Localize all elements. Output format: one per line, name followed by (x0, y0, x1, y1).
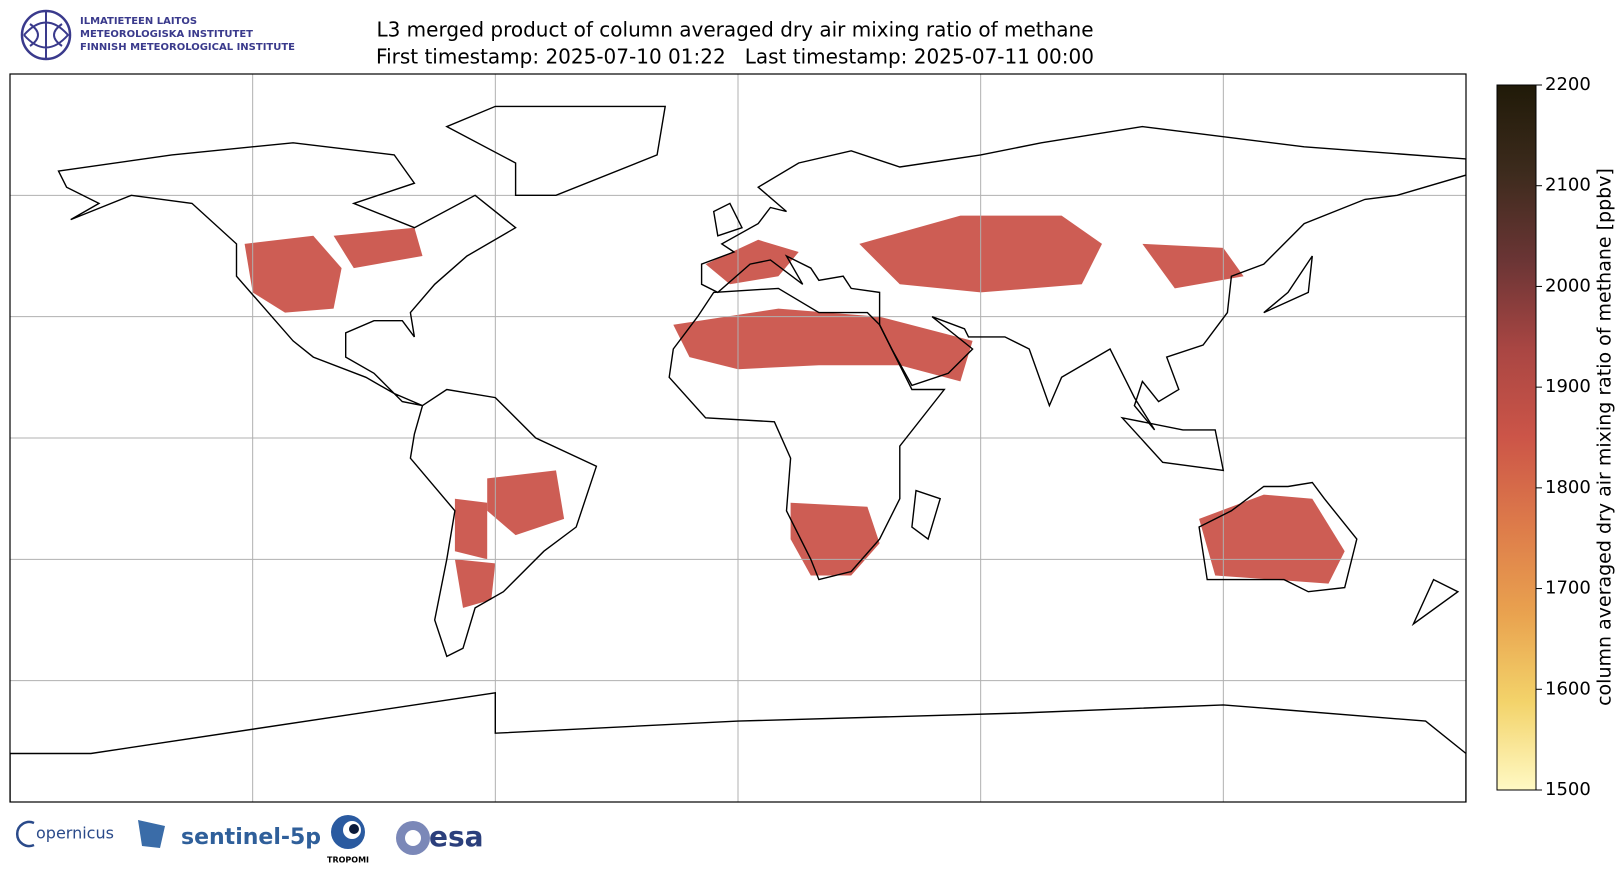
coastline (1411, 578, 1460, 627)
logo-text: ILMATIETEEN LAITOS (80, 16, 197, 27)
data-patch (673, 308, 973, 382)
colorbar-tick-label: 2000 (1545, 275, 1591, 296)
data-patch (487, 470, 565, 536)
logo-copernicus: opernicus (36, 824, 114, 843)
colorbar-tick-label: 1900 (1545, 376, 1591, 397)
data-patch (790, 502, 880, 576)
colorbar-tick-label: 2100 (1545, 175, 1591, 196)
logo-text: METEOROLOGISKA INSTITUTET (80, 29, 253, 40)
data-patch (1199, 494, 1345, 584)
colorbar-tick-label: 1700 (1545, 578, 1591, 599)
colorbar-axis: 1500 1600 1700 1800 1900 2000 2100 2200 (1536, 74, 1591, 800)
coastline (445, 105, 667, 196)
coastline (10, 691, 1466, 802)
data-patch (244, 235, 342, 313)
logo-sentinel: sentinel-5p (181, 825, 321, 850)
colorbar-label: column averaged dry air mixing ratio of … (1594, 168, 1616, 706)
title: L3 merged product of column averaged dry… (376, 18, 1093, 42)
logo-tropomi: TROPOMI (327, 856, 369, 865)
coastline (1198, 481, 1358, 593)
coastline (668, 287, 946, 581)
logo-text: FINNISH METEOROLOGICAL INSTITUTE (80, 42, 295, 53)
coastline (911, 489, 942, 541)
colorbar-tick-label: 1800 (1545, 477, 1591, 498)
colorbar (1496, 84, 1537, 791)
coastline (409, 388, 598, 658)
data-patch (1142, 243, 1244, 289)
data-patch (454, 559, 496, 608)
map (10, 74, 1466, 802)
coastline (700, 125, 1466, 431)
map-frame (9, 73, 1467, 803)
colorbar-tick-label: 2200 (1545, 74, 1591, 95)
coastline (57, 142, 517, 407)
data-patch (454, 498, 488, 560)
footer-logos: opernicus sentinel-5p TROPOMI esa (16, 815, 484, 865)
coastline (1263, 255, 1313, 314)
colorbar-tick-label: 1600 (1545, 678, 1591, 699)
logo-esa: esa (429, 820, 484, 853)
subtitle: First timestamp: 2025-07-10 01:22 Last t… (376, 45, 1094, 69)
coastline (1120, 416, 1225, 472)
coastline (712, 202, 743, 237)
colorbar-tick-label: 1500 (1545, 779, 1591, 800)
fmi-logo: ILMATIETEEN LAITOS METEOROLOGISKA INSTIT… (20, 9, 295, 61)
data-patch (705, 239, 799, 285)
data-patch (333, 227, 423, 269)
